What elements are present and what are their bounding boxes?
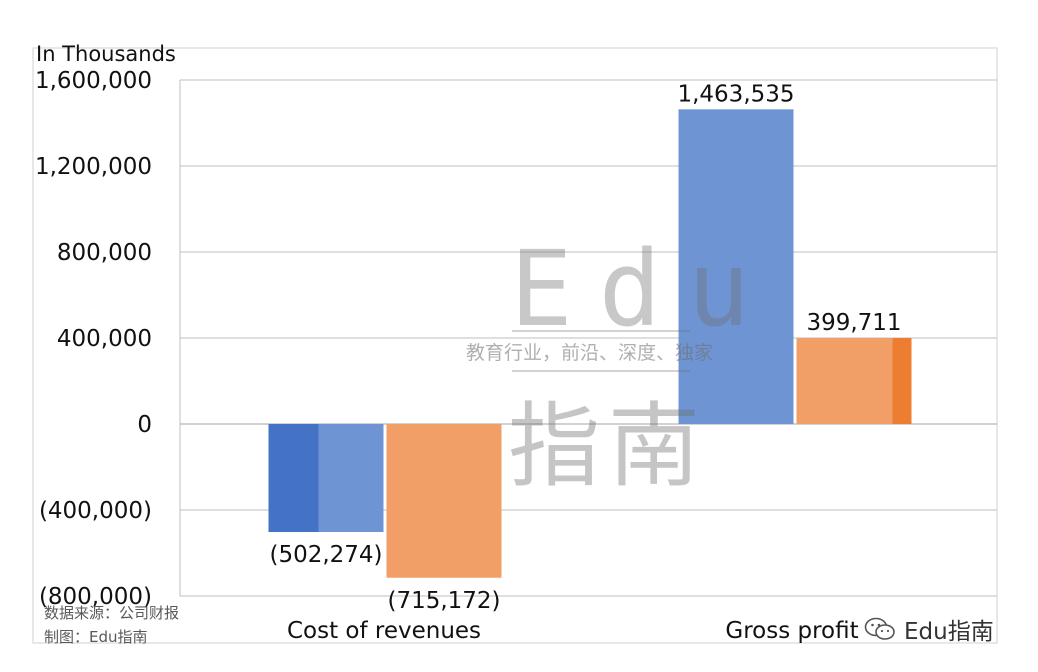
category-label: Gross profit bbox=[725, 618, 858, 644]
y-tick-labels: 1,600,000 1,200,000 800,000 400,000 0 (400,00… bbox=[35, 68, 152, 610]
wechat-icon bbox=[864, 617, 895, 640]
data-labels: (502,274) 1,463,535 (715,172) 399,711 bbox=[269, 81, 901, 613]
watermark-chinese: 指南 bbox=[508, 393, 709, 500]
bar bbox=[796, 338, 912, 424]
bar bbox=[386, 424, 502, 578]
source-note: 数据来源：公司财报 bbox=[44, 604, 180, 622]
y-tick-label: (400,000) bbox=[39, 498, 152, 524]
data-label: (502,274) bbox=[269, 542, 382, 568]
watermark-tagline: 教育行业，前沿、深度、独家 bbox=[466, 342, 714, 364]
y-tick-label: (800,000) bbox=[39, 584, 152, 610]
y-tick-label: 1,600,000 bbox=[35, 68, 152, 94]
watermark-rule-bottom bbox=[512, 370, 690, 372]
bar-shade bbox=[892, 338, 912, 424]
data-label: 399,711 bbox=[806, 310, 901, 336]
data-label: (715,172) bbox=[387, 588, 500, 614]
watermark-rule-top bbox=[512, 330, 690, 332]
chart-border bbox=[32, 47, 998, 644]
bars bbox=[268, 109, 912, 578]
made-by-note: 制图：Edu指南 bbox=[44, 628, 148, 646]
category-label: Cost of revenues bbox=[287, 618, 481, 644]
bar-shade bbox=[268, 424, 319, 532]
y-tick-label: 1,200,000 bbox=[35, 154, 152, 180]
y-tick-label: 0 bbox=[137, 412, 152, 438]
y-tick-label: 800,000 bbox=[57, 240, 152, 266]
y-tick-label: 400,000 bbox=[57, 326, 152, 352]
data-label: 1,463,535 bbox=[677, 81, 794, 107]
watermark-edu: Edu bbox=[510, 228, 776, 350]
unit-label: In Thousands bbox=[36, 42, 176, 66]
brand-name: Edu指南 bbox=[904, 619, 994, 645]
bar bbox=[678, 109, 794, 425]
category-labels: Cost of revenues Gross profit bbox=[287, 618, 859, 644]
brand: Edu指南 bbox=[864, 612, 994, 646]
